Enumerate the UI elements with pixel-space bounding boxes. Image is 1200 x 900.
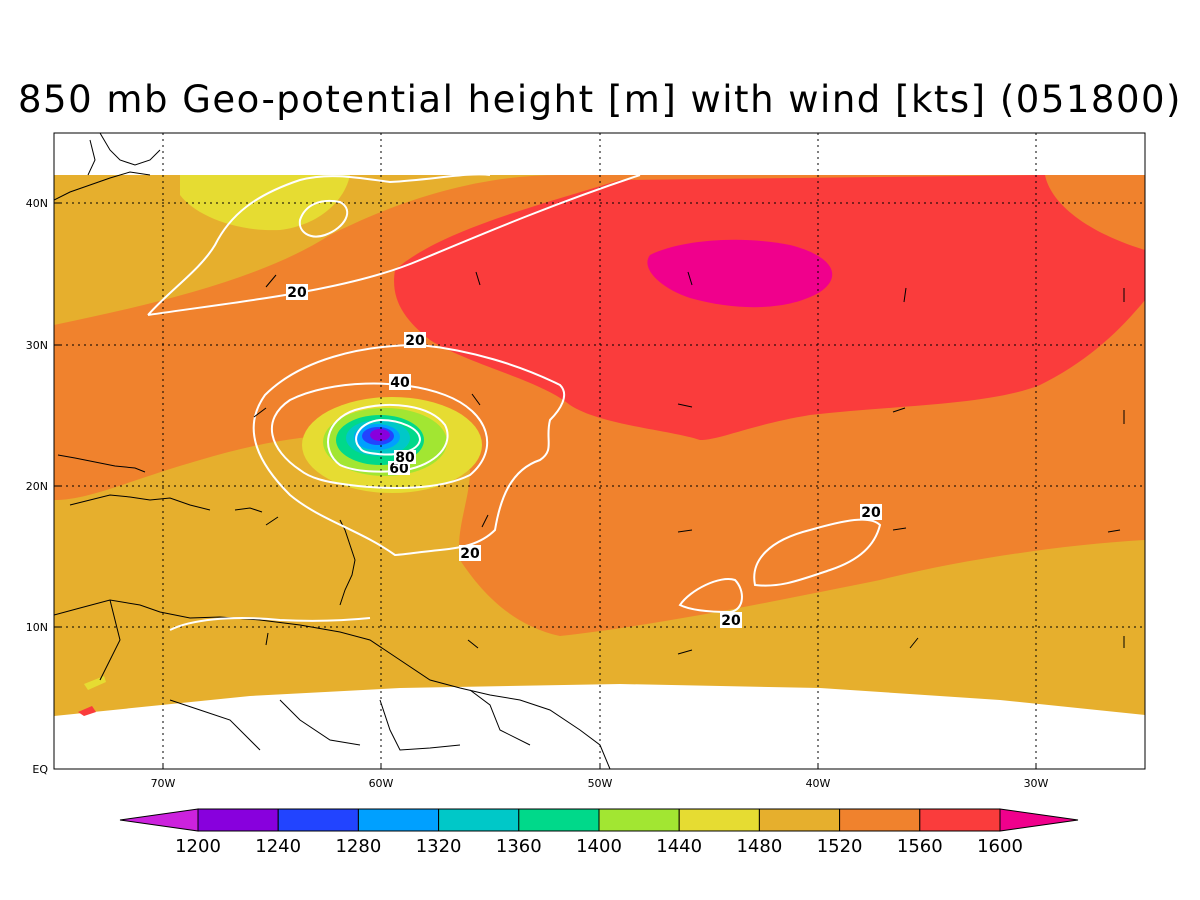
wind-arrow [1107,529,1121,533]
colorbar-low-extension [119,808,199,832]
south-america-interior [99,599,531,751]
wind-arrow [475,271,481,286]
wind-arrow [892,527,907,531]
colorbar-label: 1240 [255,836,301,857]
coastlines [54,133,611,769]
wind-arrow [467,639,479,649]
colorbar-swatch [758,808,841,832]
wind-20-contour-southeast [753,518,882,587]
colorbar-label: 1600 [977,836,1023,857]
colorbar-label: 1400 [576,836,622,857]
wind-arrow [687,271,693,286]
contour-label: 20 [287,285,307,301]
chart-title: 850 mb Geo-potential height [m] with win… [18,78,1182,121]
colorbar-label: 1360 [496,836,542,857]
colorbar-label: 1280 [335,836,381,857]
south-america-coast [54,599,611,769]
contour-label: 20 [405,333,425,349]
lon-label: 70W [151,777,176,790]
lon-label: 60W [369,777,394,790]
colorbar-label: 1320 [416,836,462,857]
contour-label: 40 [390,375,410,391]
colorbar-label: 1440 [656,836,702,857]
wind-arrow [253,407,267,418]
lat-label: 10N [26,621,48,634]
lat-label: EQ [32,763,48,776]
wind-20-contour-hurricane [252,343,566,557]
height-red-fleck [78,706,96,716]
latitude-labels: 40N 30N 20N 10N EQ [26,197,49,776]
colorbar-swatch [919,808,1001,832]
wind-20-contour-southeast-2 [678,578,743,614]
lat-label: 30N [26,339,48,352]
graticule [54,133,1145,769]
colorbar-label: 1520 [817,836,863,857]
colorbar-swatch [197,808,279,832]
colorbar-swatch [518,808,600,832]
longitude-labels: 70W 60W 50W 40W 30W [151,777,1049,790]
colorbar-label: 1480 [736,836,782,857]
colorbar-swatch [357,808,440,832]
wind-arrow [265,274,277,288]
wind-vectors [253,271,1125,655]
colorbar-swatch [678,808,760,832]
wind-80-contour [355,418,422,456]
colorbar-swatch [598,808,680,832]
wind-arrow [265,632,269,646]
height-1600-region [394,175,1145,440]
contour-label: 20 [861,505,881,521]
lon-label: 30W [1024,777,1049,790]
wind-20-contour-small [298,200,349,238]
wind-contours [147,173,882,631]
wind-arrow [892,407,906,413]
height-high-center [647,239,833,308]
contour-label: 20 [721,613,741,629]
contour-label: 20 [460,546,480,562]
wind-arrow [677,529,693,533]
colorbar-label: 1560 [897,836,943,857]
wind-arrow [677,403,693,408]
lon-label: 40W [806,777,831,790]
wind-arrow [909,637,919,649]
wind-20-contour-southwest [169,617,371,631]
wind-40-contour [271,382,489,489]
lat-label: 20N [26,480,48,493]
wind-arrow [265,516,279,526]
contour-label: 60 [389,461,409,477]
lon-label: 50W [588,777,613,790]
north-america-coast [54,133,161,201]
wind-arrow [903,287,907,303]
wind-contour-labels: 20 20 40 60 80 20 20 20 [286,284,882,629]
colorbar-swatch [839,808,921,832]
lat-label: 40N [26,197,48,210]
cuba-coast [57,454,146,473]
wind-arrow [677,649,693,655]
axis-ticks [54,202,1037,770]
wind-20-contour-north [147,173,641,316]
height-1240-ring [370,429,390,441]
colorbar-swatch [277,808,359,832]
wind-arrow [481,514,489,528]
wind-arrow [471,393,481,406]
colorbar-swatch [438,808,520,832]
colorbar-label: 1200 [175,836,221,857]
puerto-rico-coast [234,507,263,513]
colorbar-high-extension [999,808,1079,832]
colorbar: 1200 1240 1280 1320 1360 1400 1440 1480 1520 1560… [119,808,1079,857]
hispaniola-coast [69,494,211,511]
lesser-antilles [339,519,356,606]
contour-label: 80 [395,450,415,466]
